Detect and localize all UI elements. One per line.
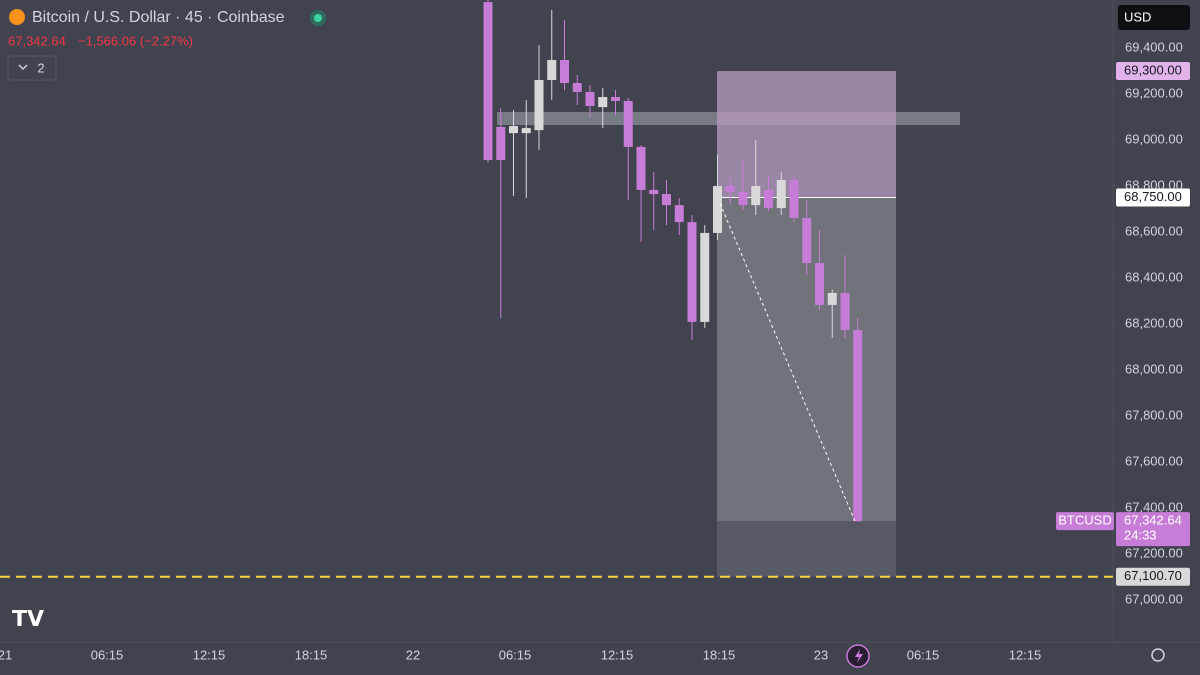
candle-body [776,180,786,209]
price-tag [1116,188,1190,207]
y-tick-label: 68,600.00 [1125,223,1183,238]
candle-body [585,91,595,107]
candle-body [853,329,863,522]
currency: USD [1124,9,1151,24]
x-tick-label: 12:15 [193,647,226,662]
candle-body [623,100,633,147]
candle-body [827,292,837,305]
countdown: 24:33 [1124,528,1157,543]
stop-zone-rest [717,521,896,577]
symbol-title: Bitcoin / U.S. Dollar · 45 · Coinbase [32,9,285,26]
y-tick-label: 67,200.00 [1125,545,1183,560]
candle-body [789,180,799,218]
x-tick-label: 06:15 [91,647,124,662]
candle-body [611,97,620,101]
currency-button[interactable] [1118,5,1190,30]
candle-body [560,60,569,84]
x-tick-label: 22 [406,647,420,662]
candle-body [572,83,582,92]
candle-body [636,146,646,190]
settings-icon[interactable] [1151,648,1165,662]
plot: 69,400.0069,200.0069,000.0068,800.0068,6… [0,0,1190,662]
coin-icon [9,9,25,25]
y-tick-label: 69,400.00 [1125,39,1183,54]
price-tag [1116,567,1190,586]
logo: 𝗧𝗩 [12,606,44,631]
y-tick-label: 67,400.00 [1125,499,1183,514]
status-dot [314,14,322,22]
candle-body [738,192,748,206]
indicators-count: 2 [37,60,44,75]
price-tag-label: 67,342.64 [1124,513,1182,528]
candle-body [521,128,531,134]
price-tag [1116,62,1190,81]
y-tick-label: 68,000.00 [1125,361,1183,376]
candle-body [534,80,544,131]
last-price: 67,342.64 [8,33,66,48]
y-tick-label: 68,200.00 [1125,315,1183,330]
price-tag-label: 69,300.00 [1124,62,1182,77]
y-tick-label: 68,400.00 [1125,269,1183,284]
candle-body [725,186,735,193]
candle-body [764,189,773,209]
candle-body [840,292,850,330]
x-tick-label: 23 [814,647,828,662]
x-tick-label: 18:15 [703,647,736,662]
x-tick-label: 21 [0,647,12,662]
y-tick-label: 67,800.00 [1125,407,1183,422]
candle-body [662,194,671,206]
candle-body [815,263,824,305]
candle-body [483,2,493,161]
candle-body [687,222,697,322]
x-tick-label: 06:15 [499,647,532,662]
y-tick-label: 69,200.00 [1125,85,1183,100]
x-tick-label: 12:15 [601,647,634,662]
candle-body [509,126,518,134]
y-tick-label: 67,000.00 [1125,591,1183,606]
indicators-toggle[interactable] [7,55,57,81]
x-tick-label: 06:15 [907,647,940,662]
candle-body [674,205,684,223]
x-tick-label: 12:15 [1009,647,1042,662]
bolt [855,649,863,663]
candle-body [598,97,608,108]
target-zone [717,71,896,198]
chevron [18,64,28,71]
price-change: −1,566.06 (−2.27%) [78,33,193,48]
candle-body [700,232,710,322]
price-tag-label: 68,750.00 [1124,189,1182,204]
candle-body [496,126,506,161]
candle-body [649,189,659,195]
candle-body [802,217,812,264]
x-tick-label: 18:15 [295,647,328,662]
candle-body [713,186,722,233]
price-tag [1116,512,1190,547]
symbol-tag-label: BTCUSD [1058,513,1111,528]
candle-body [547,60,557,81]
y-tick-label: 67,600.00 [1125,453,1183,468]
price-tag-label: 67,100.70 [1124,568,1182,583]
candle-body [751,186,761,206]
symbol-tag [1056,512,1114,531]
y-tick-label: 69,000.00 [1125,131,1183,146]
